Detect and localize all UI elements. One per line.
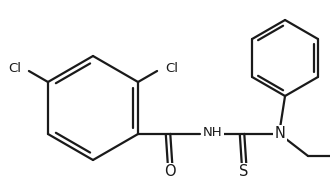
Text: Cl: Cl [8, 62, 21, 75]
Text: NH: NH [203, 126, 223, 139]
Text: O: O [164, 165, 176, 179]
Text: S: S [239, 165, 249, 179]
Text: N: N [275, 126, 285, 141]
Text: Cl: Cl [165, 62, 178, 75]
